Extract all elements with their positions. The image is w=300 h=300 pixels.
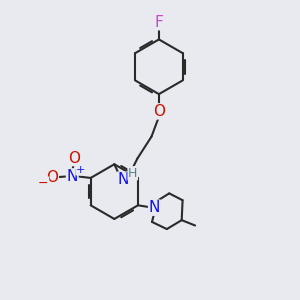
Text: −: − [38,177,49,190]
Text: O: O [46,169,58,184]
Text: O: O [153,104,165,119]
Text: +: + [76,165,85,175]
Text: N: N [149,200,160,215]
Text: H: H [128,167,137,180]
Text: O: O [68,151,80,166]
Text: F: F [154,15,163,30]
Text: N: N [67,169,78,184]
Text: N: N [118,172,129,187]
